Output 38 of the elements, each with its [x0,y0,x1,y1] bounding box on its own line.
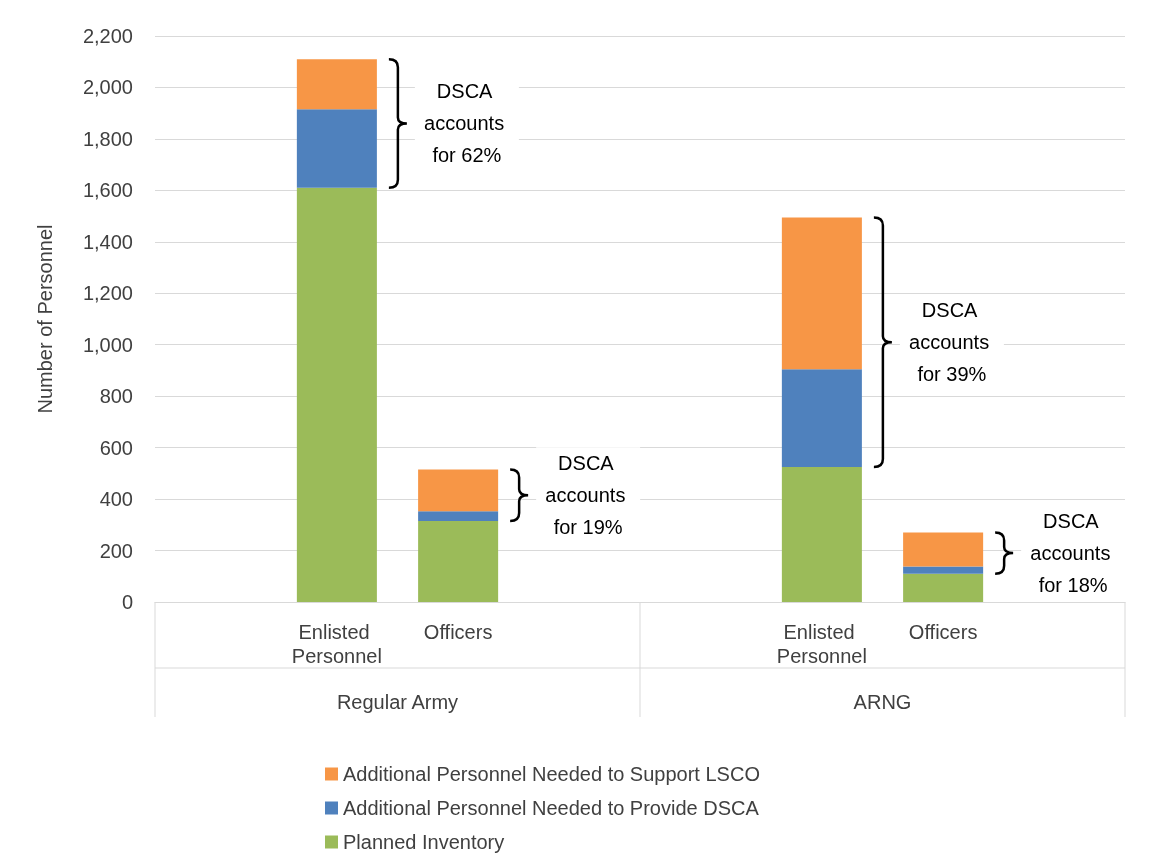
y-tick-label: 1,400 [82,230,133,253]
annotation: DSCA accounts for 19% [545,452,631,539]
y-tick-label: 2,000 [82,76,133,99]
y-tick-label: 600 [99,436,133,459]
y-tick-label: 400 [99,488,133,511]
bar [418,511,499,521]
text: ARNG [853,691,912,713]
y-tick-label: 800 [99,385,133,408]
y-tick-label: 1,800 [82,127,133,150]
bar [781,217,862,370]
bar [903,532,984,567]
x-tick-label: Officers [908,621,978,643]
bar [418,469,499,512]
annotation: DSCA accounts for 39% [909,299,995,386]
y-axis-title: Number of Personnel [34,224,56,414]
bar [781,369,862,467]
annotation: DSCA accounts for 18% [1030,510,1116,597]
bar [296,187,377,602]
bar [418,520,499,602]
legend-label: Planned Inventory [343,831,505,853]
bar [296,59,377,110]
legend-label: Additional Personnel Needed to Support LSCO [343,763,760,785]
annotation: DSCA accounts for 62% [424,80,510,167]
bar [903,573,984,602]
text: Regular Army [336,691,459,713]
legend-label: Additional Personnel Needed to Provide DSCA [343,797,760,819]
y-tick-label: 200 [99,539,133,562]
y-tick-label: 2,200 [82,25,133,47]
y-tick-label: 1,000 [82,333,133,356]
bar [296,109,377,188]
x-tick-label: Enlisted Personnel [776,621,867,667]
x-tick-label: Officers [423,621,493,643]
bar [903,566,984,574]
y-tick-label: 1,600 [82,179,133,202]
bar [781,466,862,602]
x-tick-label: Enlisted Personnel [291,621,382,667]
y-tick-label: 1,200 [82,282,133,305]
y-tick-label: 0 [121,591,133,613]
